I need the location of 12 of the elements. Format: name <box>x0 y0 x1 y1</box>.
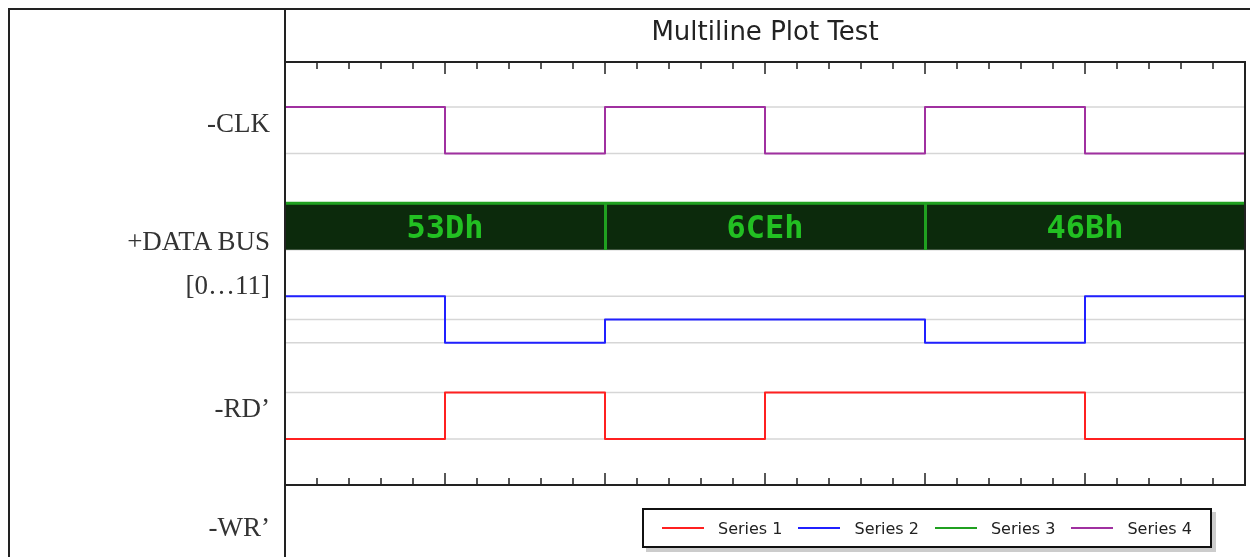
annotation: 46Bh <box>1045 206 1125 247</box>
annotation: 6CEh <box>725 206 805 247</box>
chart-title: Multiline Plot Test <box>651 15 879 46</box>
text: -WR’ <box>207 511 270 544</box>
legend-label: Series 1 <box>718 518 783 538</box>
text: -CLK <box>206 107 270 140</box>
annotation: 53Dh <box>405 206 485 247</box>
legend-label: Series 3 <box>990 518 1056 538</box>
text: +DATA BUS [0…11] <box>126 225 270 302</box>
legend-label: Series 4 <box>1127 518 1192 538</box>
legend-label: Series 2 <box>854 518 919 538</box>
text: -RD’ <box>213 392 270 425</box>
